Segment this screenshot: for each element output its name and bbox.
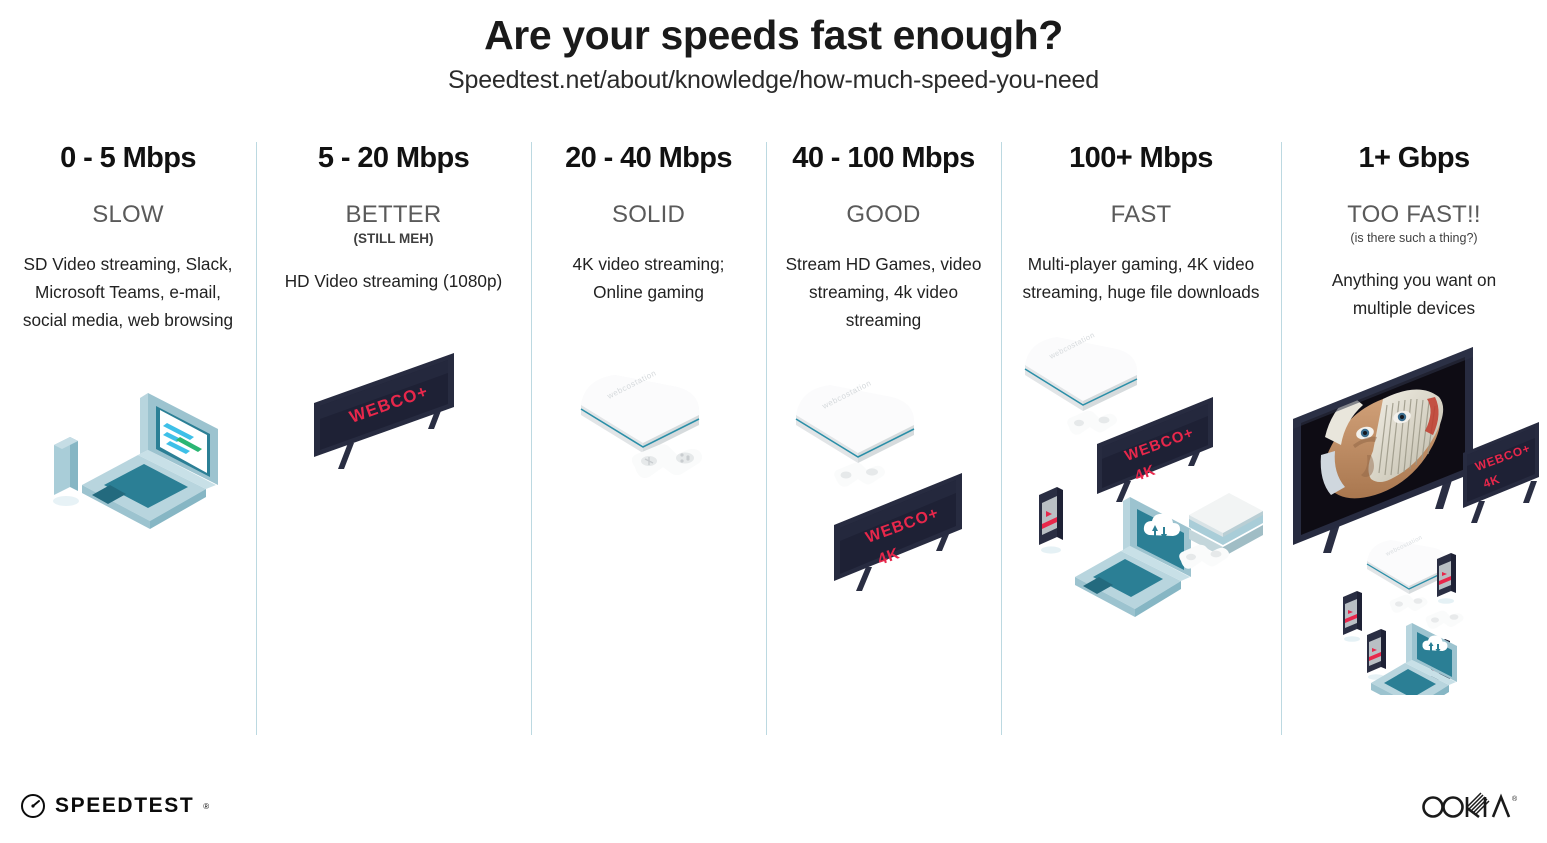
tv-resolution-text: 4K [876, 545, 903, 569]
illustration-column-3: webcostation [531, 307, 766, 742]
smartphone-icon [1039, 486, 1063, 554]
laptop-icon [82, 392, 218, 529]
television-4k-icon: WEBCO+ 4K [1463, 421, 1539, 523]
speedtest-logo: SPEEDTEST ® [20, 793, 209, 819]
console-gamepad-tv-illustration: webcostation WEBCO [795, 378, 962, 591]
game-console-icon: webcostation [580, 368, 700, 453]
speed-rating-label: SOLID [611, 201, 686, 228]
illustration-column-2: WEBCO+ [256, 296, 531, 742]
speed-rating-sublabel: (STILL MEH) [353, 231, 434, 246]
speed-rating-label: BETTER [345, 201, 442, 228]
speed-tier-column-3: 20 - 40 Mbps SOLID 4K video streaming; O… [531, 134, 766, 742]
speed-description: SD Video streaming, Slack, Microsoft Tea… [22, 254, 234, 330]
ookla-trademark: ® [1512, 795, 1518, 803]
illustration-column-4: webcostation WEBCO [766, 335, 1001, 742]
speed-rating-label: GOOD [846, 201, 921, 228]
speed-tier-column-6: 1+ Gbps TOO FAST!! (is there such a thin… [1281, 134, 1547, 742]
speed-tier-column-1: 0 - 5 Mbps SLOW SD Video streaming, Slac… [0, 134, 256, 742]
illustration-column-1 [0, 335, 256, 742]
laptop-with-phone-illustration [53, 392, 218, 529]
gamepad-icon [1067, 410, 1117, 435]
tv-resolution-text: 4K [1133, 461, 1159, 484]
speed-tier-column-4: 40 - 100 Mbps GOOD Stream HD Games, vide… [766, 134, 1001, 742]
television-icon: WEBCO+ [314, 352, 454, 469]
speed-description: Multi-player gaming, 4K video streaming,… [1022, 254, 1260, 302]
tv-resolution-text: 4K [1481, 472, 1502, 491]
speedometer-icon [21, 794, 45, 818]
speed-range-label: 100+ Mbps [1069, 142, 1213, 174]
gamepad-icon [632, 444, 702, 478]
all-devices-illustration: WEBCO+ 4K webcostation [1293, 346, 1539, 695]
gamepad-icon [834, 462, 885, 487]
ookla-logo: ® [1419, 787, 1523, 821]
game-console-icon: webcostation [1366, 535, 1450, 594]
speed-rating-sublabel: (is there such a thing?) [1350, 231, 1478, 245]
illustration-column-6: WEBCO+ 4K webcostation [1281, 323, 1547, 742]
gamepad-icon [1425, 610, 1464, 629]
speedtest-wordmark: SPEEDTEST [55, 794, 195, 817]
smartphone-icon [1343, 590, 1362, 642]
speed-description: Stream HD Games, video streaming, 4k vid… [785, 254, 982, 330]
speed-tier-column-2: 5 - 20 Mbps BETTER (STILL MEH) HD Video … [256, 134, 531, 742]
footer: SPEEDTEST ® ® [0, 753, 1547, 843]
smartphone-icon [1437, 552, 1456, 604]
page-title: Are your speeds fast enough? [484, 12, 1063, 58]
television-illustration: WEBCO+ [314, 352, 454, 469]
television-4k-icon: WEBCO+ 4K [1097, 396, 1213, 502]
television-movie-icon [1293, 346, 1473, 553]
page-subtitle: Speedtest.net/about/knowledge/how-much-s… [448, 65, 1099, 94]
speedtest-trademark: ® [203, 801, 210, 811]
smartphone-icon [1367, 628, 1386, 680]
illustration-column-5: webcostation WEBCO [1001, 307, 1281, 742]
speed-description: HD Video streaming (1080p) [284, 271, 503, 291]
laptop-icon [1371, 622, 1457, 695]
speed-range-label: 0 - 5 Mbps [60, 142, 196, 174]
ookla-wordmark-icon: ® [1422, 792, 1518, 819]
console-and-gamepad-illustration: webcostation [580, 368, 702, 478]
header: Are your speeds fast enough? Speedtest.n… [0, 0, 1547, 95]
speed-tier-columns: 0 - 5 Mbps SLOW SD Video streaming, Slac… [0, 134, 1547, 742]
speed-range-label: 20 - 40 Mbps [565, 142, 732, 174]
laptop-icon [1075, 496, 1191, 617]
router-icon [1189, 492, 1263, 557]
speed-range-label: 1+ Gbps [1358, 142, 1470, 174]
speed-rating-label: SLOW [92, 201, 164, 228]
speed-range-label: 5 - 20 Mbps [317, 142, 470, 174]
game-console-icon: webcostation [795, 378, 915, 463]
smartphone-icon [53, 436, 79, 506]
speed-rating-label: TOO FAST!! [1347, 201, 1481, 228]
gamepad-icon [1179, 544, 1229, 569]
speed-description: Anything you want on multiple devices [1331, 270, 1497, 318]
multi-device-illustration: webcostation WEBCO [1024, 330, 1263, 617]
game-console-icon: webcostation [1024, 330, 1138, 411]
speed-rating-label: FAST [1110, 201, 1172, 228]
gamepad-icon [1389, 594, 1428, 613]
speed-range-label: 40 - 100 Mbps [792, 142, 975, 174]
speed-description: 4K video streaming; Online gaming [572, 254, 725, 302]
speed-tier-column-5: 100+ Mbps FAST Multi-player gaming, 4K v… [1001, 134, 1281, 742]
television-4k-icon: WEBCO+ 4K [834, 472, 962, 591]
